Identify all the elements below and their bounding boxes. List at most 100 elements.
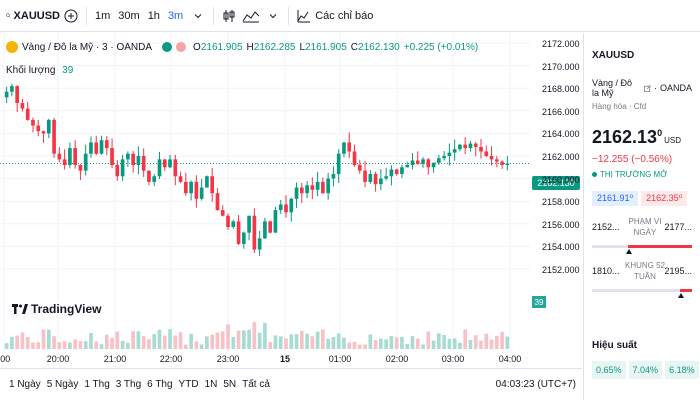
bid-price[interactable]: 2161.91⁰ — [592, 191, 639, 206]
time-tick-label: :00 — [0, 354, 11, 364]
candle-body — [168, 159, 172, 168]
details-currency: USD — [664, 136, 681, 145]
time-tick-label: 23:00 — [216, 354, 240, 364]
indicators-button[interactable]: Các chỉ báo — [293, 5, 377, 27]
candle-body — [479, 146, 483, 152]
performance-row: 0.65% 7.04% 6.18% — [592, 361, 699, 379]
perf-1[interactable]: 0.65% — [592, 361, 626, 379]
range-button[interactable]: 1 Ngày — [9, 379, 41, 390]
tradingview-logo-icon — [12, 304, 28, 314]
interval-1h[interactable]: 1h — [147, 9, 160, 22]
volume-bar — [468, 339, 473, 349]
indicators-icon — [297, 9, 311, 22]
candle-body — [468, 143, 473, 149]
volume-bar — [236, 330, 241, 349]
interval-dropdown[interactable] — [187, 5, 209, 27]
candle-body — [115, 165, 120, 177]
range-button[interactable]: 6 Thg — [147, 379, 173, 390]
candle-body — [305, 185, 309, 194]
candle-body — [199, 187, 204, 199]
candle-body — [363, 170, 367, 182]
perf-2[interactable]: 7.04% — [628, 361, 663, 379]
legend-eye-icon[interactable] — [162, 42, 173, 52]
price-axis[interactable]: 2162.130 39 2172.000 2170.000 2168.000 2166… — [530, 33, 582, 368]
details-separator: · — [653, 83, 657, 93]
candle-body — [368, 174, 373, 182]
price-chart[interactable] — [0, 33, 530, 351]
legend-close: C2162.130 — [350, 41, 400, 53]
perf-3[interactable]: 6.18% — [665, 361, 699, 379]
candle-body — [25, 108, 30, 120]
price-tick-label: 2164.000 — [542, 129, 580, 140]
candle-body — [315, 181, 320, 190]
price-tick-label: 2172.000 — [542, 39, 580, 49]
indicators-label: Các chỉ báo — [315, 9, 374, 22]
volume-bar — [500, 331, 504, 349]
market-status: THỊ TRƯỜNG MỞ — [592, 170, 692, 179]
details-price: 2162.130USD — [592, 127, 692, 148]
volume-bar — [141, 336, 146, 349]
volume-bar — [447, 338, 452, 349]
volume-bar — [273, 335, 278, 349]
interval-30m[interactable]: 30m — [118, 9, 140, 22]
range-button[interactable]: Tất cả — [242, 379, 270, 390]
volume-bar — [157, 329, 162, 349]
time-tick-label: 02:00 — [385, 354, 409, 364]
price-tick-label: 2152.000 — [542, 265, 580, 275]
candle-body — [194, 181, 199, 199]
volume-bar — [31, 342, 35, 349]
volume-bar — [104, 334, 109, 349]
toolbar-divider — [213, 6, 215, 25]
candle-body — [152, 176, 157, 182]
chart-type-dropdown[interactable] — [262, 5, 284, 27]
candle-body — [426, 159, 431, 168]
candle-body — [4, 91, 9, 98]
chevron-down-icon — [269, 13, 277, 18]
candle-body — [62, 159, 67, 165]
ask-price[interactable]: 2162.35⁰ — [641, 191, 688, 206]
search-icon — [6, 13, 11, 18]
legend-title: Vàng / Đô la Mỹ · 3 · OANDA — [22, 41, 153, 53]
range-button[interactable]: 1 Thg — [84, 379, 110, 390]
interval-3m[interactable]: 3m — [167, 9, 184, 22]
volume-bar — [410, 336, 415, 349]
volume-bar — [99, 344, 104, 349]
interval-1m[interactable]: 1m — [95, 9, 111, 22]
candle-body — [184, 181, 188, 194]
tradingview-logo[interactable]: TradingView — [10, 301, 104, 317]
candle-body — [231, 221, 236, 227]
external-link-icon[interactable] — [644, 84, 651, 93]
volume-bar — [147, 339, 151, 349]
candle-body — [15, 86, 20, 103]
chart-area[interactable]: Vàng / Đô la Mỹ · 3 · OANDA O2161.905 H2… — [0, 33, 582, 368]
bid-ask: 2161.91⁰ 2162.35⁰ — [592, 191, 692, 206]
bar-style-button[interactable] — [218, 5, 240, 27]
time-tick-label: 20:00 — [46, 354, 70, 364]
area-style-button[interactable] — [240, 5, 262, 27]
legend-settings-icon[interactable] — [176, 42, 187, 52]
compare-button[interactable] — [60, 5, 82, 27]
candle-body — [247, 215, 251, 233]
range-button[interactable]: YTD — [178, 379, 199, 390]
volume-bar — [442, 334, 446, 349]
clock-label[interactable]: 04:03:23 (UTC+7) — [495, 379, 576, 390]
range-button[interactable]: 1N — [204, 379, 218, 390]
range-button[interactable]: 5N — [223, 379, 237, 390]
symbol-search[interactable]: XAUUSD — [0, 10, 60, 22]
volume-bar — [284, 338, 288, 349]
range-button[interactable]: 3 Thg — [115, 379, 142, 390]
volume-bar — [421, 344, 425, 349]
candle-body — [220, 210, 225, 216]
candle-body — [489, 155, 494, 160]
candle-body — [410, 160, 415, 165]
candle-body — [473, 143, 478, 147]
volume-bar — [257, 332, 262, 349]
range-button[interactable]: 5 Ngày — [46, 379, 79, 390]
volume-bar — [57, 342, 62, 349]
candle-body — [141, 155, 146, 171]
time-axis[interactable]: :00 20:00 21:00 22:00 23:00 15 01:00 02:00 03:00… — [0, 351, 530, 368]
volume-bar — [25, 337, 30, 349]
volume-bar — [247, 329, 251, 349]
year-low: 1810... — [592, 266, 620, 276]
volume-bar — [479, 340, 483, 349]
